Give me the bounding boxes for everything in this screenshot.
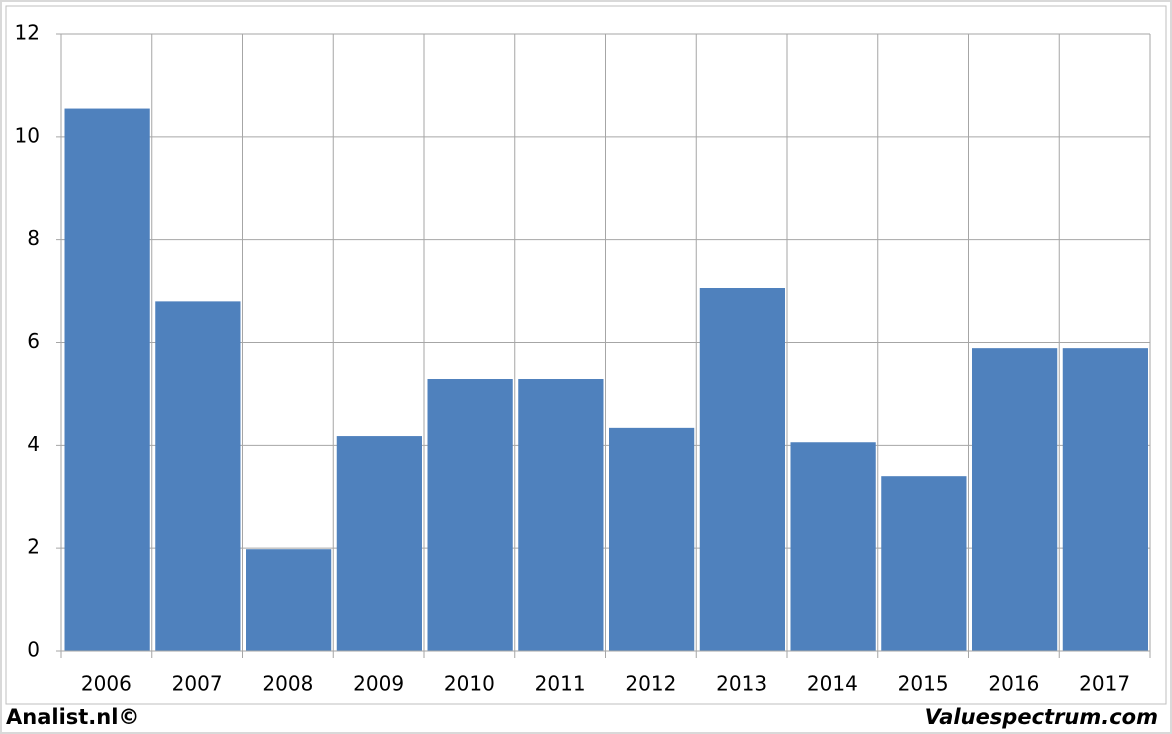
bar bbox=[699, 287, 785, 651]
x-tick-label: 2008 bbox=[262, 672, 313, 696]
bar bbox=[881, 476, 967, 651]
bar bbox=[427, 379, 513, 651]
y-tick-label: 10 bbox=[15, 123, 40, 147]
bar bbox=[246, 549, 332, 651]
x-tick-label: 2010 bbox=[444, 672, 495, 696]
x-tick-label: 2007 bbox=[172, 672, 223, 696]
source-left: Analist.nl© bbox=[6, 705, 139, 729]
bar bbox=[609, 427, 695, 651]
bar bbox=[972, 348, 1058, 651]
x-tick-label: 2017 bbox=[1079, 672, 1130, 696]
y-tick-label: 4 bbox=[27, 432, 40, 456]
x-tick-label: 2015 bbox=[898, 672, 949, 696]
bar bbox=[155, 301, 241, 651]
y-tick-label: 8 bbox=[27, 226, 40, 250]
x-tick-label: 2006 bbox=[81, 672, 132, 696]
bar bbox=[790, 442, 876, 651]
x-tick-label: 2013 bbox=[716, 672, 767, 696]
x-tick-label: 2016 bbox=[988, 672, 1039, 696]
bar bbox=[1062, 348, 1148, 651]
x-tick-label: 2014 bbox=[807, 672, 858, 696]
bar bbox=[336, 436, 422, 651]
bar bbox=[64, 108, 150, 651]
y-tick-label: 12 bbox=[15, 21, 40, 45]
y-tick-label: 6 bbox=[27, 329, 40, 353]
y-tick-label: 0 bbox=[27, 638, 40, 662]
x-tick-label: 2011 bbox=[535, 672, 586, 696]
bar bbox=[518, 379, 604, 651]
y-tick-label: 2 bbox=[27, 535, 40, 559]
x-tick-label: 2012 bbox=[625, 672, 676, 696]
source-right: Valuespectrum.com bbox=[925, 705, 1158, 729]
x-tick-label: 2009 bbox=[353, 672, 404, 696]
